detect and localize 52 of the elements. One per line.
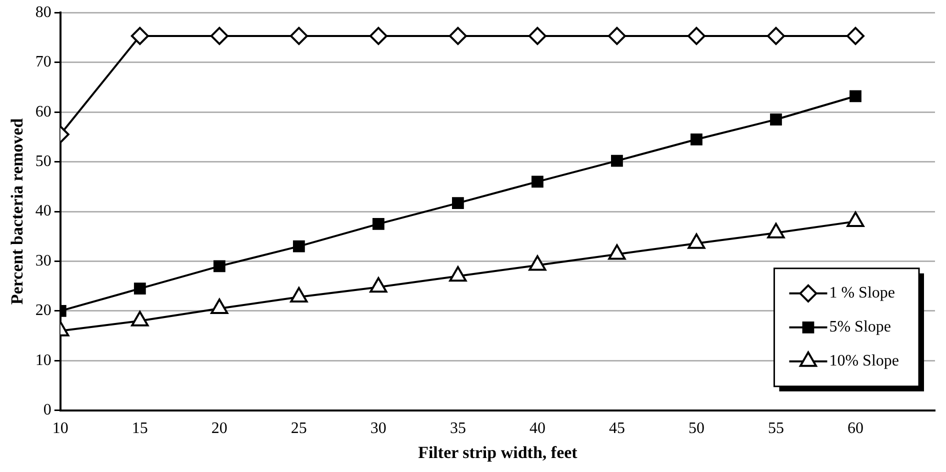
- point: [770, 114, 782, 126]
- point: [130, 26, 149, 45]
- point: [532, 176, 544, 188]
- x-tick-label: 50: [688, 420, 704, 438]
- x-tick-label: 25: [290, 420, 307, 438]
- point: [850, 90, 862, 102]
- point: [290, 287, 308, 303]
- x-tick-label: 55: [768, 420, 784, 438]
- point: [210, 298, 228, 314]
- x-tick-label: 10: [52, 420, 68, 438]
- point: [528, 26, 546, 45]
- x-tick-label: 15: [132, 420, 148, 438]
- x-tick-label: 20: [211, 420, 228, 438]
- y-tick-label: 60: [35, 103, 52, 120]
- legend-label: 10% Slope: [829, 352, 900, 370]
- y-tick-label: 50: [35, 152, 52, 170]
- point: [690, 133, 702, 146]
- point: [210, 26, 228, 45]
- x-tick-label: 35: [450, 420, 466, 438]
- y-tick-label: 80: [35, 4, 52, 21]
- x-tick-label: 60: [847, 420, 864, 438]
- point: [452, 197, 464, 209]
- point: [372, 218, 384, 230]
- point: [846, 26, 864, 45]
- y-tick-label: 20: [35, 302, 52, 320]
- point: [846, 211, 864, 227]
- x-tick-label: 30: [370, 420, 386, 438]
- point: [290, 26, 308, 45]
- point: [687, 26, 706, 45]
- point: [766, 26, 785, 45]
- point: [131, 310, 149, 326]
- point: [608, 244, 626, 260]
- point: [528, 255, 546, 271]
- point: [688, 233, 706, 249]
- legend-label: 1 % Slope: [829, 284, 896, 302]
- x-axis-title: Filter strip width, feet: [418, 443, 578, 462]
- x-tick-label: 40: [529, 420, 546, 438]
- point: [767, 222, 785, 238]
- legend-label: 5% Slope: [829, 318, 892, 336]
- point: [608, 26, 626, 45]
- y-tick-label: 10: [35, 352, 52, 369]
- y-tick-label: 0: [43, 402, 52, 419]
- y-tick-label: 70: [35, 54, 52, 71]
- point: [449, 266, 467, 282]
- x-tick-label: 45: [608, 420, 625, 438]
- y-tick-label: 40: [35, 202, 52, 220]
- y-axis-title: Percent bacteria removed: [8, 118, 27, 305]
- point: [369, 26, 388, 45]
- y-tick-label: 30: [35, 252, 52, 270]
- point: [448, 26, 467, 45]
- point: [370, 277, 388, 293]
- point: [611, 154, 623, 167]
